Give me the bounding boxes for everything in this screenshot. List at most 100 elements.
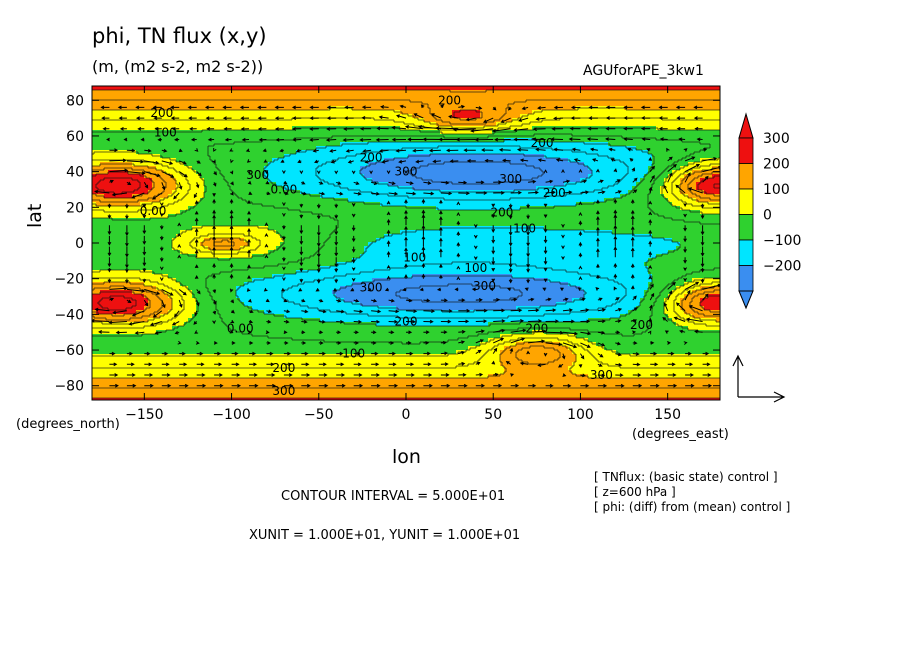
field-cell [272, 338, 277, 343]
field-cell [260, 262, 265, 267]
field-cell [200, 378, 205, 383]
field-cell [160, 390, 165, 395]
field-cell [248, 206, 253, 211]
field-cell [288, 214, 293, 219]
field-cell [200, 238, 205, 243]
field-cell [196, 162, 201, 167]
field-cell [96, 94, 101, 99]
field-cell [212, 294, 217, 299]
field-cell [336, 110, 341, 115]
field-cell [128, 198, 133, 203]
field-cell [248, 350, 253, 355]
field-cell [132, 230, 137, 235]
field-cell [120, 398, 125, 400]
field-cell [264, 346, 269, 351]
field-cell [168, 126, 173, 131]
field-cell [152, 126, 157, 131]
field-cell [308, 346, 313, 351]
field-cell [256, 378, 261, 383]
field-cell [232, 298, 237, 303]
field-cell [160, 142, 165, 147]
field-cell [252, 390, 257, 395]
field-cell [240, 282, 245, 287]
field-cell [112, 106, 117, 111]
field-cell [308, 294, 313, 299]
field-cell [160, 242, 165, 247]
field-cell [288, 250, 293, 255]
field-cell [268, 346, 273, 351]
field-cell [272, 286, 277, 291]
field-cell [132, 254, 137, 259]
field-cell [128, 222, 133, 227]
field-cell [168, 230, 173, 235]
field-cell [340, 102, 345, 107]
field-cell [284, 90, 289, 95]
field-cell [208, 90, 213, 95]
field-cell [168, 114, 173, 119]
field-cell [136, 342, 141, 347]
field-cell [112, 222, 117, 227]
field-cell [232, 278, 237, 283]
field-cell [340, 94, 345, 99]
field-cell [228, 102, 233, 107]
field-cell [340, 166, 345, 171]
field-cell [324, 198, 329, 203]
field-cell [164, 198, 169, 203]
field-cell [292, 218, 297, 223]
field-cell [252, 310, 257, 315]
field-cell [92, 370, 97, 375]
field-cell [180, 334, 185, 339]
field-cell [224, 130, 229, 135]
field-cell [292, 318, 297, 323]
field-cell [268, 218, 273, 223]
field-cell [268, 94, 273, 99]
field-cell [116, 350, 121, 355]
field-cell [204, 314, 209, 319]
field-cell [140, 114, 145, 119]
field-cell [164, 142, 169, 147]
field-cell [96, 342, 101, 347]
field-cell [200, 122, 205, 127]
field-cell [100, 170, 105, 175]
field-cell [172, 106, 177, 111]
field-cell [292, 346, 297, 351]
field-cell [168, 226, 173, 231]
field-cell [132, 122, 137, 127]
field-cell [132, 310, 137, 315]
field-cell [224, 114, 229, 119]
field-cell [224, 286, 229, 291]
field-cell [100, 390, 105, 395]
field-cell [140, 190, 145, 195]
field-cell [236, 338, 241, 343]
field-cell [184, 382, 189, 387]
field-cell [184, 282, 189, 287]
field-cell [224, 254, 229, 259]
field-cell [288, 290, 293, 295]
field-cell [112, 246, 117, 251]
field-cell [184, 246, 189, 251]
field-cell [220, 390, 225, 395]
field-cell [140, 214, 145, 219]
field-cell [144, 250, 149, 255]
field-cell [156, 186, 161, 191]
field-cell [204, 322, 209, 327]
field-cell [272, 166, 277, 171]
field-cell [132, 238, 137, 243]
field-cell [116, 338, 121, 343]
field-cell [172, 270, 177, 275]
field-cell [232, 206, 237, 211]
field-cell [220, 374, 225, 379]
field-cell [176, 102, 181, 107]
field-cell [244, 178, 249, 183]
field-cell [136, 322, 141, 327]
field-cell [336, 334, 341, 339]
field-cell [172, 90, 177, 95]
field-cell [184, 358, 189, 363]
field-cell [292, 342, 297, 347]
field-cell [220, 110, 225, 115]
field-cell [216, 290, 221, 295]
field-cell [300, 110, 305, 115]
field-cell [340, 206, 345, 211]
field-cell [196, 214, 201, 219]
field-cell [228, 146, 233, 151]
